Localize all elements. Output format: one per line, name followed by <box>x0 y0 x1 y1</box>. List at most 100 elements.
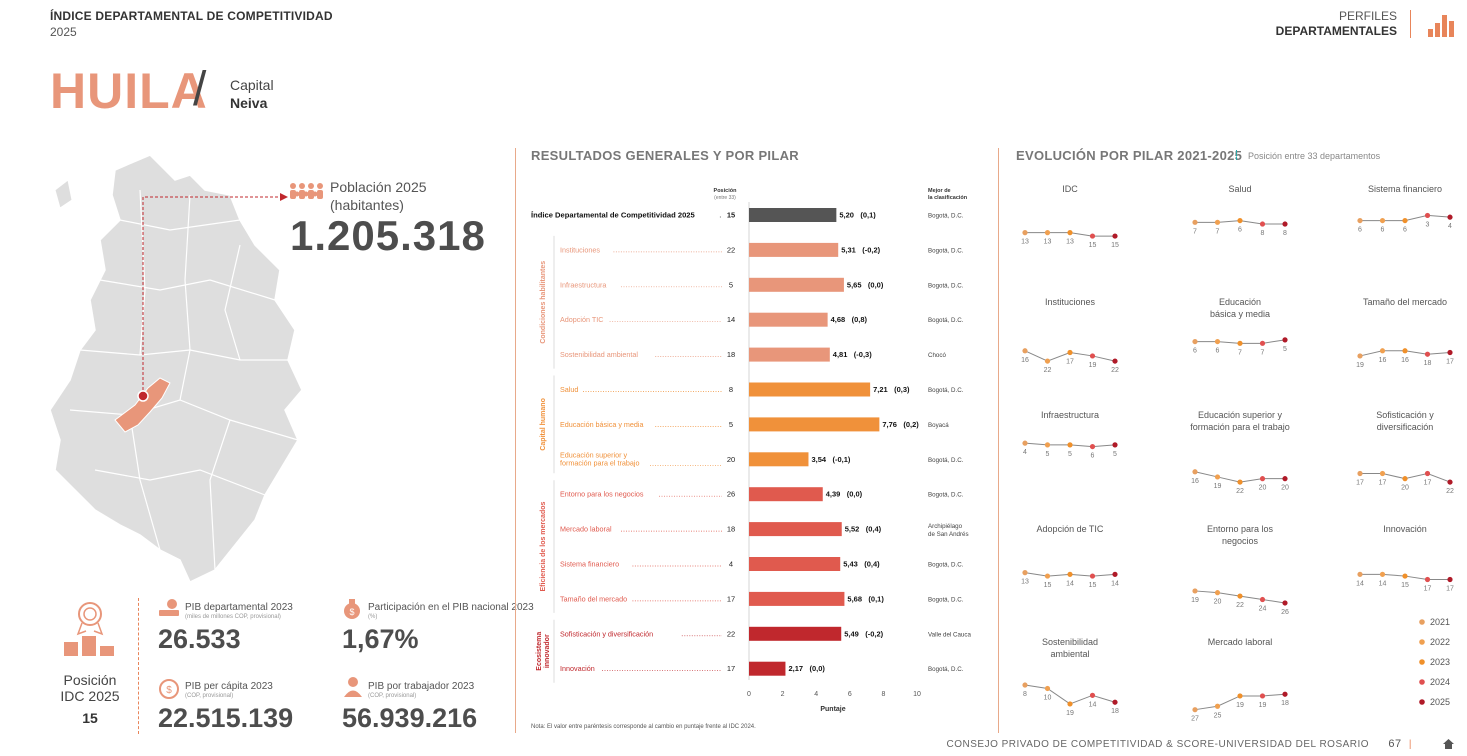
panel-point <box>1237 479 1243 485</box>
panel-point-label: 18 <box>1424 360 1432 367</box>
row-best: Bogotá, D.C. <box>928 492 964 499</box>
panel-point-label: 19 <box>1214 483 1222 490</box>
row-best: Bogotá, D.C. <box>928 247 964 254</box>
panel-point <box>1282 221 1288 227</box>
legend-label: 2022 <box>1430 637 1450 647</box>
legend-label: 2024 <box>1430 677 1450 687</box>
evolution-subtitle: Posición entre 33 departamentos <box>1248 151 1381 161</box>
bar <box>749 591 845 606</box>
panel-point <box>1259 596 1266 603</box>
row-position: 5 <box>729 420 733 429</box>
panel-point-label: 10 <box>1044 694 1052 701</box>
panel-point <box>1044 685 1051 692</box>
bar <box>749 208 837 222</box>
panel-point <box>1192 469 1198 475</box>
panel-point-label: 4 <box>1023 449 1027 456</box>
bar-change-label: (0,2) <box>903 420 919 429</box>
panel-point-label: 19 <box>1066 710 1074 717</box>
panel-point <box>1402 573 1408 579</box>
bar <box>749 661 786 676</box>
panel-point-label: 18 <box>1281 700 1289 707</box>
bar <box>749 522 842 537</box>
row-position: 20 <box>727 455 735 464</box>
panel-point-label: 7 <box>1216 228 1220 235</box>
legend-marker <box>1419 679 1425 685</box>
bar-change-label: (0,1) <box>860 211 876 220</box>
population-label: Población 2025 (habitantes) <box>330 178 427 214</box>
bar-change-label: (0,4) <box>864 560 880 569</box>
panel-point <box>1424 351 1431 357</box>
panel-title: Instituciones <box>1045 297 1096 307</box>
row-position: 22 <box>727 629 735 638</box>
row-position: 14 <box>727 315 735 324</box>
panel-point <box>1022 348 1028 354</box>
panel-line <box>1024 684 1116 705</box>
row-label: Tamaño del mercado <box>560 594 627 603</box>
panel-title: Educación <box>1219 297 1261 307</box>
row-position: 17 <box>727 594 735 603</box>
panel-point <box>1044 358 1051 364</box>
panel-point-label: 19 <box>1356 362 1364 369</box>
bar-change-label: (0,8) <box>852 315 868 324</box>
panel-point <box>1067 571 1073 577</box>
panel-point-label: 26 <box>1281 609 1289 616</box>
panel-point-label: 15 <box>1089 582 1097 589</box>
bar <box>749 382 871 397</box>
panel-point-label: 6 <box>1193 348 1197 355</box>
row-best: Bogotá, D.C. <box>928 317 964 324</box>
panel-point <box>1089 692 1096 698</box>
x-tick-label: 2 <box>781 691 785 698</box>
panel-point <box>1214 474 1221 480</box>
row-position: 26 <box>727 490 735 499</box>
panel-point-label: 5 <box>1068 451 1072 458</box>
panel-point-label: 22 <box>1236 602 1244 609</box>
panel-point-label: 15 <box>1044 582 1052 589</box>
report-title: ÍNDICE DEPARTAMENTAL DE COMPETITIVIDAD <box>50 9 333 23</box>
group-label: innovador <box>544 634 551 668</box>
panel-point <box>1259 476 1266 482</box>
panel-point <box>1192 588 1198 594</box>
row-position: 17 <box>727 664 735 673</box>
panel-title: Salud <box>1228 184 1251 194</box>
panel-point-label: 19 <box>1259 702 1267 709</box>
panel-point-label: 3 <box>1426 221 1430 228</box>
svg-text:$: $ <box>166 685 172 696</box>
evolution-title: EVOLUCIÓN POR PILAR 2021-2025 <box>1016 148 1243 163</box>
panel-point-label: 17 <box>1446 586 1454 593</box>
panel-point-label: 6 <box>1381 227 1385 234</box>
bar <box>749 417 880 432</box>
row-position: 22 <box>727 245 735 254</box>
row-label: Sistema financiero <box>560 560 619 569</box>
panel-point <box>1214 219 1221 225</box>
panel-point-label: 6 <box>1091 453 1095 460</box>
row-best: Valle del Cauca <box>928 631 971 638</box>
worker-icon <box>344 677 362 697</box>
panel-title: Mercado laboral <box>1208 637 1273 647</box>
panel-point <box>1259 221 1266 227</box>
perfiles-label: PERFILES <box>1338 9 1397 23</box>
panel-point-label: 13 <box>1021 239 1029 246</box>
panel-point <box>1379 348 1386 354</box>
home-icon[interactable] <box>1443 739 1454 749</box>
bar-change-label: (-0,1) <box>832 455 850 464</box>
panel-point <box>1357 571 1363 577</box>
panel-point <box>1192 338 1198 345</box>
row-label: formación para el trabajo <box>560 458 640 467</box>
position-header-sub: (entre 33) <box>714 195 736 201</box>
legend-label: 2025 <box>1430 697 1450 707</box>
panel-point <box>1259 340 1266 346</box>
bar <box>749 557 841 571</box>
svg-text:$: $ <box>349 607 354 617</box>
bar-value-label: 2,17 <box>788 664 803 673</box>
panel-point-label: 14 <box>1111 580 1119 587</box>
row-label: Salud <box>560 385 578 394</box>
panel-title: Tamaño del mercado <box>1363 297 1447 307</box>
panel-point <box>1044 442 1051 448</box>
bar-value-label: 3,54 <box>811 455 826 464</box>
panel-point <box>1067 442 1073 448</box>
panel-point-label: 4 <box>1448 223 1452 230</box>
legend-marker <box>1419 639 1425 645</box>
bar-value-label: 5,31 <box>841 245 856 254</box>
panel-title: negocios <box>1222 536 1259 546</box>
panel-point <box>1357 353 1363 359</box>
